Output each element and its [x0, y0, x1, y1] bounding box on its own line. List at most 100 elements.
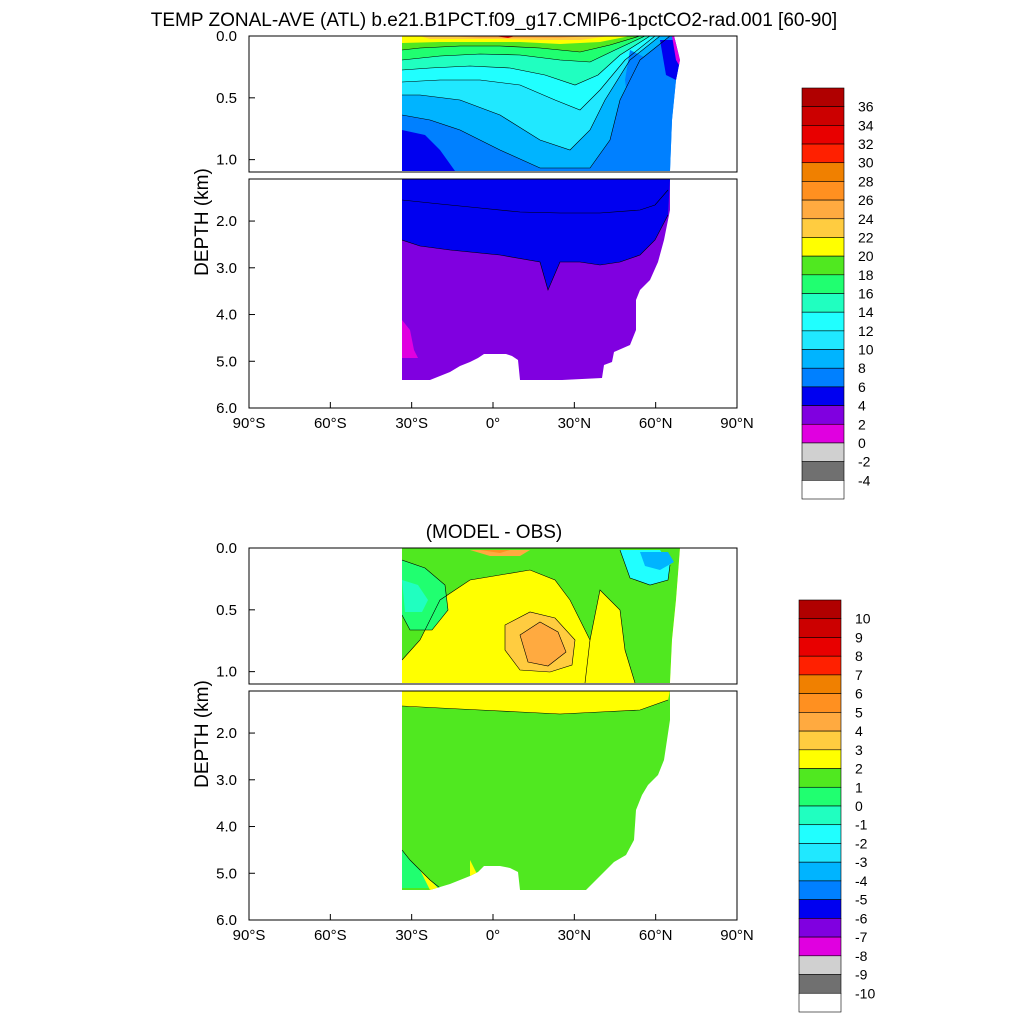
- panel-1-title: TEMP ZONAL-AVE (ATL) b.e21.B1PCT.f09_g17…: [151, 10, 837, 31]
- panel-2-colorbar-label: 9: [855, 629, 863, 645]
- panel-2-colorbar-swatch: [798, 843, 842, 863]
- panel-2-colorbar-label: 2: [855, 761, 863, 777]
- panel-1-colorbar-label: 18: [858, 267, 874, 283]
- panel-2-y-tick-label: 5.0: [216, 865, 237, 882]
- panel-1-upper-contours: [402, 36, 671, 169]
- panel-1-x-tick-label: 90°S: [233, 415, 266, 432]
- panel-2-y-axis-label: DEPTH (km): [192, 680, 213, 788]
- panel-1-colorbar-label: -4: [858, 472, 871, 488]
- panel-1-colorbar-label: 0: [858, 435, 866, 451]
- panel-1-colorbar-swatch: [801, 162, 845, 182]
- panel-2-colorbar-label: -1: [855, 817, 868, 833]
- panel-2-colorbar-swatch: [798, 674, 842, 694]
- panel-2-y-tick-label: 3.0: [216, 772, 237, 789]
- panel-2-x-tick-label: 90°S: [233, 927, 266, 944]
- panel-1-y-tick-label: 3.0: [216, 260, 237, 277]
- panel-1-x-tick-label: 0°: [486, 415, 500, 432]
- panel-1-colorbar-label: 8: [858, 360, 866, 376]
- panel-2-colorbar-label: -8: [855, 948, 868, 964]
- panel-1-colorbar-label: 24: [858, 211, 874, 227]
- panel-2-y-tick-label: 0.5: [216, 602, 237, 619]
- panel-1-y-tick-label: 0.0: [216, 28, 237, 45]
- panel-2-colorbar-label: -3: [855, 854, 868, 870]
- panel-2-y-tick-label: 0.0: [216, 540, 237, 557]
- panel-2-colorbar-swatch: [798, 768, 842, 788]
- panel-1-colorbar-swatch: [801, 405, 845, 425]
- panel-1-y-tick-label: 6.0: [216, 400, 237, 417]
- panel-2-colorbar-swatch: [798, 880, 842, 900]
- panel-2-x-tick-label: 0°: [486, 927, 500, 944]
- panel-2-upper-frame: [248, 547, 738, 685]
- panel-1-lower-field: [402, 179, 670, 380]
- panel-2-colorbar-swatch: [798, 599, 842, 620]
- panel-2-colorbar-label: -5: [855, 892, 868, 908]
- panel-1-upper-frame: [248, 35, 738, 173]
- panel-2-colorbar-swatch: [798, 786, 842, 807]
- panel-1-colorbar-label: 22: [858, 229, 874, 245]
- panel-2-colorbar-label: 1: [855, 779, 863, 795]
- panel-1-colorbar-swatch: [801, 293, 845, 313]
- panel-2-x-tick-label: 90°N: [720, 927, 754, 944]
- panel-2: (MODEL - OBS): [248, 522, 738, 921]
- panel-1: TEMP ZONAL-AVE (ATL) b.e21.B1PCT.f09_g17…: [151, 10, 837, 409]
- panel-2-x-tick-label: 60°S: [314, 927, 347, 944]
- panel-1-colorbar-swatch: [801, 480, 845, 500]
- panel-2-colorbar-swatch: [798, 730, 842, 751]
- panel-1-colorbar-label: 30: [858, 155, 874, 171]
- panel-2-lower-field: [402, 691, 670, 890]
- panel-2-colorbar-label: -10: [855, 985, 875, 1001]
- panel-2-colorbar-label: -9: [855, 967, 868, 983]
- panel-1-colorbar-swatch: [801, 330, 845, 350]
- panel-2-title: (MODEL - OBS): [426, 522, 563, 543]
- panel-1-colorbar-label: -2: [858, 454, 871, 470]
- panel-1-x-tick-label: 60°S: [314, 415, 347, 432]
- panel-1-colorbar-swatch: [801, 106, 845, 126]
- panel-1-colorbar-swatch: [801, 386, 845, 406]
- panel-2-colorbar-swatch: [798, 974, 842, 994]
- axes-layer: 90°S 60°S 30°S 0° 30°N 60°N 90°N 0.0 0.5 1.0 2.0 3.…: [192, 28, 875, 1013]
- panel-2-x-tick-label: 30°N: [558, 927, 592, 944]
- panel-1-colorbar-swatch: [801, 218, 845, 238]
- panel-2-upper-field: [402, 548, 680, 683]
- panel-1-y-axis-label: DEPTH (km): [192, 168, 213, 276]
- panel-2-y-tick-label: 1.0: [216, 664, 237, 681]
- panel-2-colorbar-swatch: [798, 824, 842, 844]
- panel-1-colorbar-label: 28: [858, 173, 874, 189]
- panel-1-colorbar-swatch: [801, 461, 845, 481]
- panel-1-colorbar-label: 20: [858, 248, 874, 264]
- panel-1-colorbar-label: 6: [858, 379, 866, 395]
- panel-1-lower-contours: [402, 189, 669, 291]
- panel-2-colorbar-label: -4: [855, 873, 868, 889]
- panel-2-colorbar-swatch: [798, 899, 842, 919]
- panel-1-colorbar-swatch: [801, 143, 845, 164]
- panel-1-colorbar-label: 14: [858, 304, 874, 320]
- panel-1-x-tick-label: 30°N: [558, 415, 592, 432]
- panel-2-colorbar-swatch: [798, 936, 842, 957]
- panel-2-colorbar-swatch: [798, 618, 842, 638]
- panel-2-colorbar-label: 7: [855, 667, 863, 683]
- panel-1-x-tick-label: 90°N: [720, 415, 754, 432]
- panel-1-upper-field: [402, 36, 680, 171]
- panel-2-y-tick-label: 2.0: [216, 725, 237, 742]
- panel-1-colorbar-swatch: [801, 181, 845, 201]
- panel-1-colorbar-label: 32: [858, 136, 874, 152]
- panel-1-colorbar-label: 34: [858, 117, 874, 133]
- panel-2-colorbar-swatch: [798, 749, 842, 769]
- panel-1-y-tick-label: 4.0: [216, 307, 237, 324]
- panel-1-colorbar-swatch: [801, 367, 845, 388]
- panel-1-x-tick-label: 60°N: [639, 415, 673, 432]
- panel-1-y-tick-label: 0.5: [216, 90, 237, 107]
- panel-2-colorbar-label: 5: [855, 704, 863, 720]
- panel-2-colorbar-label: -2: [855, 835, 868, 851]
- panel-2-colorbar-label: 6: [855, 686, 863, 702]
- panel-1-y-tick-label: 5.0: [216, 353, 237, 370]
- panel-2-colorbar-swatch: [798, 805, 842, 826]
- panel-2-x-tick-label: 30°S: [395, 927, 428, 944]
- panel-2-colorbar-swatch: [798, 637, 842, 657]
- panel-1-colorbar-swatch: [801, 349, 845, 369]
- panel-2-colorbar-label: -6: [855, 910, 868, 926]
- panel-2-colorbar-swatch: [798, 955, 842, 975]
- panel-2-x-tick-label: 60°N: [639, 927, 673, 944]
- panel-2-colorbar-label: 8: [855, 648, 863, 664]
